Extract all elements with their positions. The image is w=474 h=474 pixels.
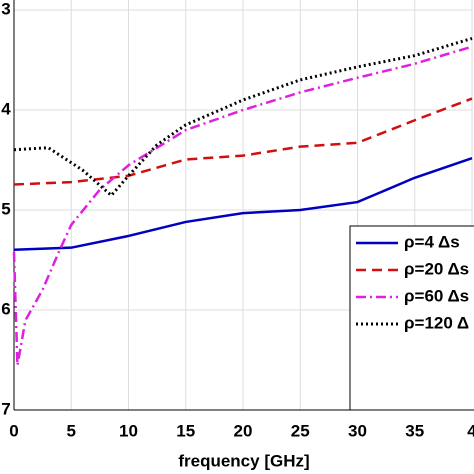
x-axis-label: frequency [GHz]	[178, 451, 309, 470]
legend-label: ρ=120 Δ	[404, 313, 469, 332]
y-tick-label: 3	[1, 0, 10, 18]
x-tick-label: 15	[176, 421, 195, 440]
x-tick-label: 0	[9, 421, 18, 440]
x-tick-label: 30	[348, 421, 367, 440]
x-tick-label: 10	[119, 421, 138, 440]
series-line	[12, 45, 473, 366]
x-tick-label: 20	[234, 421, 253, 440]
legend-label: ρ=20 Δs	[404, 259, 469, 278]
y-tick-label: 5	[1, 199, 10, 218]
legend-label: ρ=4 Δs	[404, 232, 460, 251]
series-line	[13, 97, 473, 186]
legend: ρ=4 Δs ρ=20 Δs ρ=60 Δs ρ=120 Δ	[349, 225, 474, 411]
x-tick-label: 35	[405, 421, 424, 440]
y-tick-label: 6	[1, 299, 10, 318]
series-line	[13, 156, 473, 252]
x-tick-label: 5	[67, 421, 76, 440]
legend-box	[349, 225, 474, 411]
y-tick-label: 4	[1, 99, 11, 118]
legend-label: ρ=60 Δs	[404, 286, 469, 305]
x-tick-label: 4	[467, 421, 474, 440]
x-tick-label: 25	[291, 421, 310, 440]
y-tick-label: 7	[1, 399, 10, 418]
